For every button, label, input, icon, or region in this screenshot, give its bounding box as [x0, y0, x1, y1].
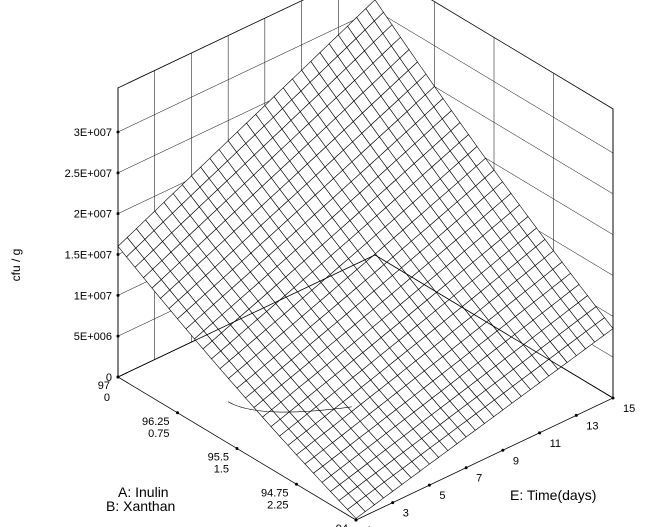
- a-axis-label: A: Inulin: [118, 484, 169, 500]
- z-tick-label: 5E+006: [74, 331, 112, 343]
- e-axis-ticks: 13579111315: [354, 396, 635, 527]
- b-tick-label: 1.5: [214, 464, 229, 476]
- a-tick-label: 97: [98, 380, 110, 392]
- e-tick-mark: [574, 413, 578, 417]
- e-tick-label: 13: [586, 420, 598, 432]
- b-axis-label: B: Xanthan: [106, 498, 175, 514]
- a-tick-label: 96.25: [142, 416, 170, 428]
- e-tick-label: 9: [513, 455, 519, 467]
- e-tick-label: 11: [550, 438, 561, 450]
- z-tick-mark: [116, 171, 120, 175]
- e-tick-mark: [611, 396, 615, 400]
- e-tick-label: 7: [476, 473, 482, 485]
- e-tick-mark: [501, 448, 505, 452]
- e-tick-label: 1: [366, 525, 372, 527]
- b-tick-label: 2.25: [267, 499, 288, 511]
- z-tick-mark: [116, 293, 120, 297]
- floor-contour: [227, 401, 352, 413]
- z-axis-ticks: 0 5E+006 1E+007 1.5E+007 2E+007 2.5E+007 3E+00…: [65, 127, 120, 384]
- a-tick-mark: [116, 375, 120, 379]
- e-tick-label: 5: [439, 490, 445, 502]
- b-tick-label: 0.75: [148, 428, 169, 440]
- surface-cell: [347, 502, 366, 519]
- z-tick-mark: [116, 212, 120, 216]
- a-tick-mark: [295, 482, 298, 486]
- e-tick-mark: [427, 483, 431, 487]
- a-tick-label: 95.5: [208, 452, 229, 464]
- e-axis-label: E: Time(days): [510, 487, 596, 503]
- response-surface: [117, 0, 614, 519]
- e-tick-mark: [464, 466, 468, 470]
- z-tick-label: 3E+007: [74, 127, 112, 139]
- z-tick-mark: [116, 253, 120, 256]
- z-axis-label: cfu / g: [9, 249, 23, 282]
- a-tick-label: 94: [336, 523, 348, 527]
- e-tick-mark: [391, 501, 395, 505]
- a-tick-mark: [235, 447, 239, 450]
- z-tick-mark: [116, 130, 120, 134]
- a-tick-mark: [176, 411, 179, 415]
- a-tick-label: 94.75: [261, 487, 289, 499]
- z-tick-label: 2E+007: [74, 209, 112, 221]
- e-tick-label: 3: [403, 508, 409, 520]
- z-tick-label: 1.5E+007: [65, 250, 112, 262]
- z-tick-label: 2.5E+007: [65, 168, 112, 180]
- e-tick-mark: [538, 431, 542, 435]
- b-tick-label: 0: [104, 392, 110, 404]
- z-tick-label: 1E+007: [74, 290, 112, 302]
- z-tick-label: 0: [106, 372, 112, 384]
- e-tick-label: 15: [623, 403, 635, 415]
- e-tick-mark: [354, 518, 358, 522]
- z-tick-mark: [116, 334, 120, 338]
